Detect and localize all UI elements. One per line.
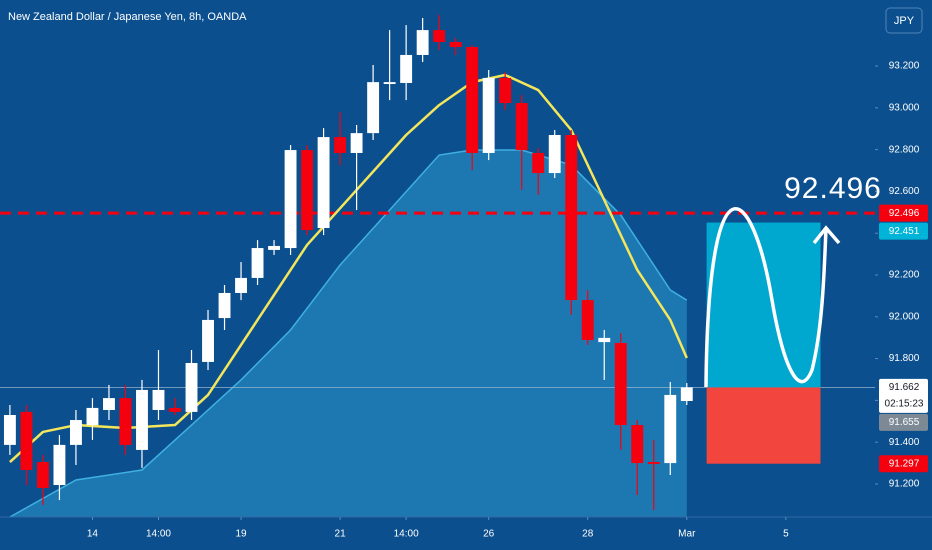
- y-tick-label: 92.000: [889, 311, 920, 322]
- price-label-box: [879, 413, 928, 431]
- currency-button[interactable]: [885, 7, 923, 34]
- x-tick-label: 26: [483, 529, 495, 540]
- candle-body: [268, 245, 280, 250]
- candle-body: [631, 425, 644, 464]
- x-tick-label: 28: [582, 529, 594, 540]
- candle-body: [598, 337, 611, 343]
- candle-body: [3, 415, 16, 445]
- candle-body: [317, 137, 330, 228]
- candle-body: [515, 103, 528, 151]
- y-tick-label: 93.000: [889, 102, 920, 113]
- candle-body: [53, 444, 66, 486]
- x-tick-label: 14: [87, 529, 99, 540]
- price-label: 92.451: [889, 226, 920, 237]
- position-layer: [706, 222, 821, 464]
- price-label: 91.655: [889, 417, 920, 428]
- candle-body: [36, 462, 49, 488]
- price-label-box: [879, 378, 928, 413]
- candle-body: [664, 394, 677, 464]
- y-tick-label: 92.800: [889, 144, 920, 155]
- y-tick-label: 91.800: [889, 353, 920, 364]
- candle-body: [416, 30, 429, 55]
- candle-body: [119, 398, 132, 445]
- currency-label[interactable]: JPY: [894, 15, 915, 27]
- candle-body: [680, 387, 693, 402]
- candle-body: [202, 319, 214, 362]
- projection-arrow: [812, 225, 841, 245]
- x-tick-label: Mar: [678, 529, 696, 540]
- candle-body: [301, 150, 314, 231]
- candle-body: [565, 134, 578, 301]
- candle-body: [367, 82, 380, 134]
- countdown: 02:15:23: [885, 399, 924, 410]
- candle-body: [70, 420, 82, 445]
- candle-body: [466, 47, 479, 153]
- candle-body: [449, 42, 462, 48]
- y-tick-label: 92.600: [889, 186, 920, 197]
- candle-body: [20, 411, 33, 470]
- x-tick-label: 5: [783, 529, 789, 540]
- annotation: 92.496: [784, 172, 882, 205]
- price-label: 91.297: [889, 458, 920, 469]
- candle-body: [614, 342, 627, 426]
- candle-body: [334, 137, 347, 153]
- candle-body: [284, 150, 297, 249]
- candle-body: [482, 77, 495, 153]
- x-tick-label: 21: [335, 529, 347, 540]
- candle-body: [235, 277, 247, 293]
- price-label-box: [879, 455, 928, 473]
- candle-body: [548, 134, 561, 174]
- y-tick-label: 91.400: [889, 437, 920, 448]
- candle-layer: [3, 15, 693, 510]
- y-tick-label: 92.200: [889, 270, 920, 281]
- stop-zone: [706, 387, 821, 464]
- candle-body: [169, 407, 181, 412]
- x-tick-label: 19: [235, 529, 247, 540]
- y-tick-label: 93.200: [889, 61, 920, 72]
- price-label-box: [879, 204, 928, 222]
- chart-title: New Zealand Dollar / Japanese Yen, 8h, O…: [8, 11, 247, 23]
- price-label: 92.496: [889, 208, 920, 219]
- candle-body: [350, 133, 363, 153]
- candle-body: [136, 389, 148, 450]
- candle-body: [433, 30, 446, 43]
- candle-body: [103, 398, 115, 411]
- projection-curve: [704, 207, 828, 388]
- area-fill: [9, 150, 687, 517]
- candle-body: [581, 300, 594, 340]
- candle-body: [383, 82, 396, 85]
- candle-body: [532, 152, 545, 174]
- candle-body: [251, 248, 264, 278]
- candle-body: [218, 292, 231, 319]
- candle-body: [499, 77, 512, 104]
- x-tick-label: 14:00: [394, 529, 419, 540]
- candle-body: [86, 407, 99, 426]
- candle-body: [647, 462, 660, 464]
- y-tick-label: 91.200: [889, 479, 920, 490]
- candle-body: [400, 54, 413, 83]
- price-label-box: [879, 222, 928, 240]
- candle-body: [152, 389, 165, 411]
- target-zone: [706, 222, 821, 388]
- price-label: 91.662: [889, 382, 920, 393]
- x-tick-label: 14:00: [146, 529, 171, 540]
- candle-body: [185, 362, 198, 412]
